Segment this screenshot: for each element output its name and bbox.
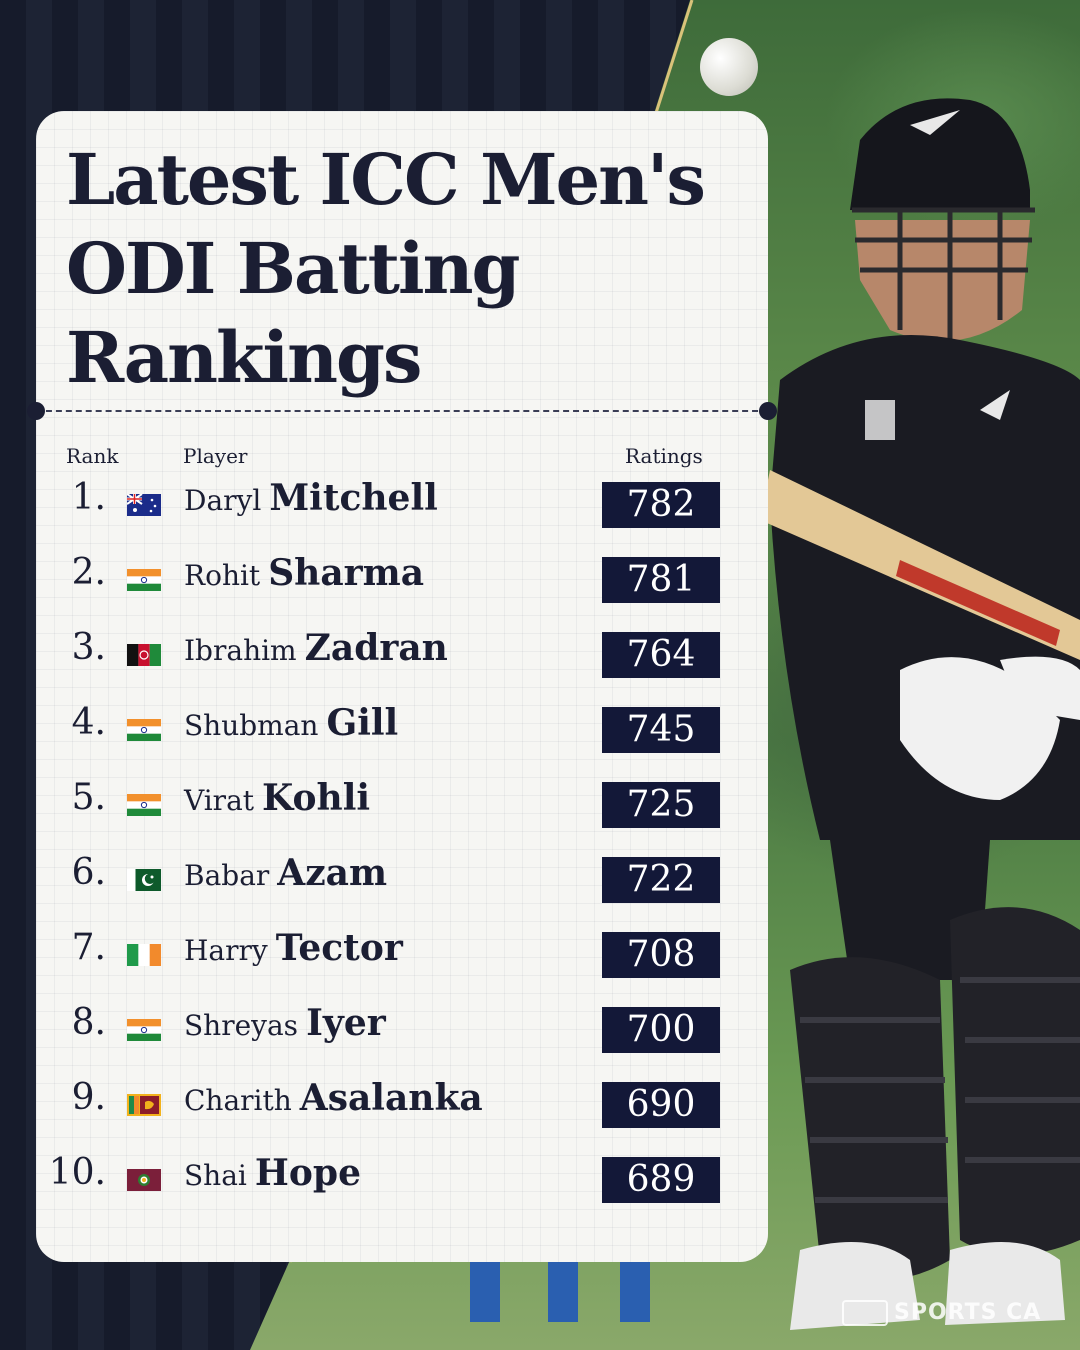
- divider-notch-right: [759, 402, 777, 420]
- rank-number: 5.: [71, 777, 106, 818]
- player-last-name: Zadran: [304, 627, 448, 669]
- player-name: Harry Tector: [184, 927, 403, 969]
- ranking-row: 8. Shreyas Iyer 700: [36, 1000, 768, 1060]
- rating-badge: 722: [602, 857, 720, 903]
- player-name: Daryl Mitchell: [184, 477, 438, 519]
- player-name: Shreyas Iyer: [184, 1002, 386, 1044]
- india-flag-icon: [127, 794, 161, 816]
- rating-badge: 781: [602, 557, 720, 603]
- ireland-flag-icon: [127, 944, 161, 966]
- rank-number: 6.: [71, 852, 106, 893]
- player-first-name: Shubman: [184, 709, 319, 742]
- cricket-ball: [700, 38, 758, 96]
- rating-badge: 700: [602, 1007, 720, 1053]
- player-first-name: Daryl: [184, 484, 262, 517]
- player-last-name: Sharma: [268, 552, 425, 594]
- ranking-row: 10. Shai Hope 689: [36, 1150, 768, 1210]
- stumps: [470, 1262, 650, 1322]
- player-name: Babar Azam: [184, 852, 387, 894]
- player-last-name: Mitchell: [269, 477, 438, 519]
- player-name: Rohit Sharma: [184, 552, 424, 594]
- player-name: Ibrahim Zadran: [184, 627, 448, 669]
- ranking-row: 2. Rohit Sharma 781: [36, 550, 768, 610]
- title-line-1: Latest ICC Men's: [66, 138, 706, 221]
- rank-number: 7.: [71, 927, 106, 968]
- player-last-name: Asalanka: [299, 1077, 483, 1119]
- sri-lanka-flag-icon: [127, 1094, 161, 1116]
- india-flag-icon: [127, 719, 161, 741]
- rating-badge: 725: [602, 782, 720, 828]
- west-indies-flag-icon: [127, 1169, 161, 1191]
- player-last-name: Hope: [254, 1152, 361, 1194]
- india-flag-icon: [127, 1019, 161, 1041]
- rank-number: 1.: [71, 477, 106, 518]
- afghanistan-flag-icon: [127, 644, 161, 666]
- player-first-name: Babar: [184, 859, 270, 892]
- rating-badge: 689: [602, 1157, 720, 1203]
- batter-silhouette: [760, 98, 1080, 1330]
- player-last-name: Kohli: [262, 777, 371, 819]
- sports-watermark: SPORTS CA: [842, 1300, 1041, 1326]
- rating-badge: 764: [602, 632, 720, 678]
- rank-number: 2.: [71, 552, 106, 593]
- rank-number: 8.: [71, 1002, 106, 1043]
- player-first-name: Virat: [184, 784, 255, 817]
- india-flag-icon: [127, 569, 161, 591]
- ranking-row: 3. Ibrahim Zadran 764: [36, 625, 768, 685]
- player-first-name: Ibrahim: [184, 634, 297, 667]
- ranking-row: 7. Harry Tector 708: [36, 925, 768, 985]
- watermark-badge-icon: [842, 1300, 888, 1326]
- ratings-header: Ratings: [625, 444, 703, 468]
- ranking-row: 6. Babar Azam 722: [36, 850, 768, 910]
- rank-number: 3.: [71, 627, 106, 668]
- divider-notch-left: [27, 402, 45, 420]
- dashed-divider: [36, 410, 768, 412]
- rating-badge: 745: [602, 707, 720, 753]
- rank-number: 10.: [48, 1152, 106, 1193]
- player-last-name: Tector: [275, 927, 403, 969]
- player-name: Virat Kohli: [184, 777, 370, 819]
- rank-header: Rank: [66, 444, 119, 468]
- player-last-name: Iyer: [306, 1002, 386, 1044]
- player-last-name: Gill: [326, 702, 399, 744]
- player-name: Shubman Gill: [184, 702, 398, 744]
- player-name: Charith Asalanka: [184, 1077, 483, 1119]
- title-line-2: ODI Batting: [66, 227, 520, 310]
- ranking-row: 5. Virat Kohli 725: [36, 775, 768, 835]
- title-line-3: Rankings: [66, 316, 422, 399]
- player-first-name: Shai: [184, 1159, 247, 1192]
- watermark-text: SPORTS CA: [894, 1300, 1042, 1325]
- card-title: Latest ICC Men's ODI Batting Rankings: [66, 135, 766, 402]
- rating-badge: 782: [602, 482, 720, 528]
- player-first-name: Rohit: [184, 559, 261, 592]
- player-name: Shai Hope: [184, 1152, 361, 1194]
- rating-badge: 708: [602, 932, 720, 978]
- rating-badge: 690: [602, 1082, 720, 1128]
- ranking-row: 4. Shubman Gill 745: [36, 700, 768, 760]
- rankings-card: Latest ICC Men's ODI Batting Rankings Ra…: [27, 111, 777, 1262]
- ranking-row: 1. Daryl Mitchell 782: [36, 475, 768, 535]
- ranking-row: 9. Charith Asalanka 690: [36, 1075, 768, 1135]
- pakistan-flag-icon: [127, 869, 161, 891]
- australia-flag-icon: [127, 494, 161, 516]
- player-header: Player: [183, 444, 248, 468]
- player-first-name: Charith: [184, 1084, 292, 1117]
- player-first-name: Harry: [184, 934, 268, 967]
- rank-number: 4.: [71, 702, 106, 743]
- player-first-name: Shreyas: [184, 1009, 299, 1042]
- rank-number: 9.: [71, 1077, 106, 1118]
- player-last-name: Azam: [277, 852, 388, 894]
